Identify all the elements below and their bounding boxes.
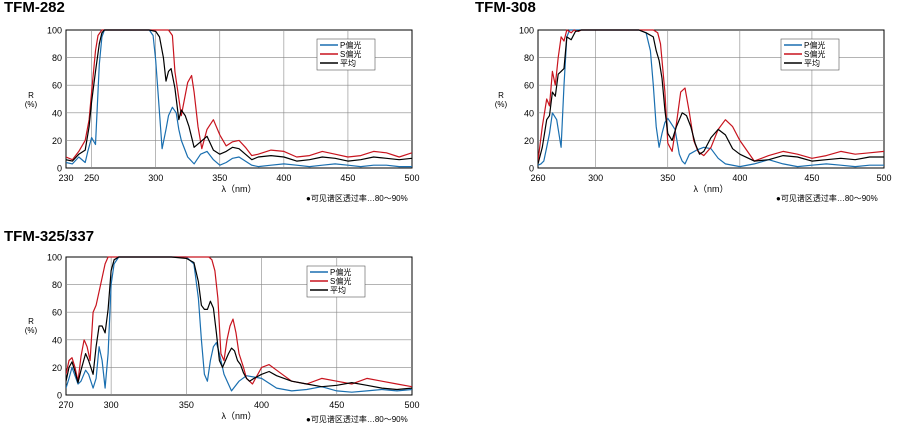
y-tick-label: 0 [57,391,62,401]
legend-label: P偏光 [330,267,351,277]
legend-label: S偏光 [340,49,361,59]
y-axis-label-r: R [498,91,504,100]
y-tick-label: 60 [524,81,534,91]
y-tick-label: 80 [52,53,62,63]
y-tick-label: 40 [524,108,534,118]
x-tick-label: 350 [660,173,675,183]
x-tick-label: 500 [404,400,419,410]
y-tick-label: 80 [524,53,534,63]
chart-note: ●可见谱区透过率…80～90% [306,415,408,424]
y-axis-label-unit: (%) [24,326,38,335]
y-axis-label-r: R [28,317,34,326]
chart-panel-tfm-325-337: TFM-325/337 R (%) 0 20 40 60 80 100 270 300 350 4… [0,228,430,427]
series-line-average [66,29,412,162]
y-tick-label: 20 [52,363,62,373]
series-line-p-polarized [66,29,412,168]
y-tick-label: 100 [47,253,62,263]
x-axis-label: λ（nm） [221,411,256,421]
x-tick-label: 500 [876,173,891,183]
y-axis-label: R (%) [18,317,44,335]
series-line-s-polarized [66,256,412,388]
y-tick-label: 100 [519,26,534,36]
series-line-s-polarized [66,29,412,161]
chart-note: ●可见谱区透过率…80～90% [306,194,408,203]
y-axis-label-unit: (%) [494,100,508,109]
series-line-p-polarized [538,29,884,168]
x-tick-label: 350 [212,173,227,183]
legend-label: S偏光 [804,49,825,59]
x-tick-label: 270 [58,400,73,410]
legend-label: P偏光 [340,40,361,50]
y-axis-label: R (%) [18,91,44,109]
chart-title: TFM-325/337 [4,228,95,245]
y-tick-label: 60 [52,308,62,318]
x-tick-label: 250 [84,173,99,183]
chart-plot: 0 20 40 60 80 100 270 300 350 400 450 500 λ（nm） P偏光S偏… [47,253,420,422]
x-axis-label: λ（nm） [221,184,256,194]
y-tick-label: 20 [52,136,62,146]
y-tick-label: 60 [52,81,62,91]
x-tick-label: 400 [732,173,747,183]
y-axis-label-r: R [28,91,34,100]
y-tick-label: 40 [52,335,62,345]
x-tick-label: 450 [329,400,344,410]
x-tick-label: 230 [58,173,73,183]
chart-title: TFM-308 [475,0,536,16]
x-tick-label: 300 [588,173,603,183]
chart-panel-tfm-308: TFM-308 R (%) 0 20 40 60 80 100 260 300 350 400 45… [470,0,900,210]
chart-title: TFM-282 [4,0,65,16]
series-line-s-polarized [538,29,884,162]
chart-panel-tfm-282: TFM-282 R (%) 0 20 40 60 80 100 230 250 300 350 40… [0,0,430,210]
series-line-average [66,256,412,391]
y-tick-label: 40 [52,108,62,118]
y-axis-label: R (%) [488,91,514,109]
x-tick-label: 300 [104,400,119,410]
x-tick-label: 500 [404,173,419,183]
y-tick-label: 0 [529,164,534,174]
series-line-p-polarized [66,256,412,393]
x-axis-label: λ（nm） [693,184,728,194]
y-tick-label: 20 [524,136,534,146]
series-line-average [538,29,884,165]
chart-plot: 0 20 40 60 80 100 230 250 300 350 400 450 500 λ（nm） P偏… [47,26,420,195]
x-tick-label: 450 [340,173,355,183]
chart-plot: 0 20 40 60 80 100 260 300 350 400 450 500 λ（nm） P偏光S偏… [519,26,892,195]
y-tick-label: 100 [47,26,62,36]
x-tick-label: 450 [804,173,819,183]
x-tick-label: 350 [179,400,194,410]
legend-label: P偏光 [804,40,825,50]
legend-label: 平均 [804,58,820,68]
y-tick-label: 0 [57,164,62,174]
y-axis-label-unit: (%) [24,100,38,109]
x-tick-label: 300 [148,173,163,183]
x-tick-label: 400 [276,173,291,183]
legend-label: 平均 [340,58,356,68]
legend-label: S偏光 [330,276,351,286]
x-tick-label: 400 [254,400,269,410]
y-tick-label: 80 [52,280,62,290]
legend-label: 平均 [330,285,346,295]
chart-note: ●可见谱区透过率…80～90% [776,194,878,203]
x-tick-label: 260 [530,173,545,183]
